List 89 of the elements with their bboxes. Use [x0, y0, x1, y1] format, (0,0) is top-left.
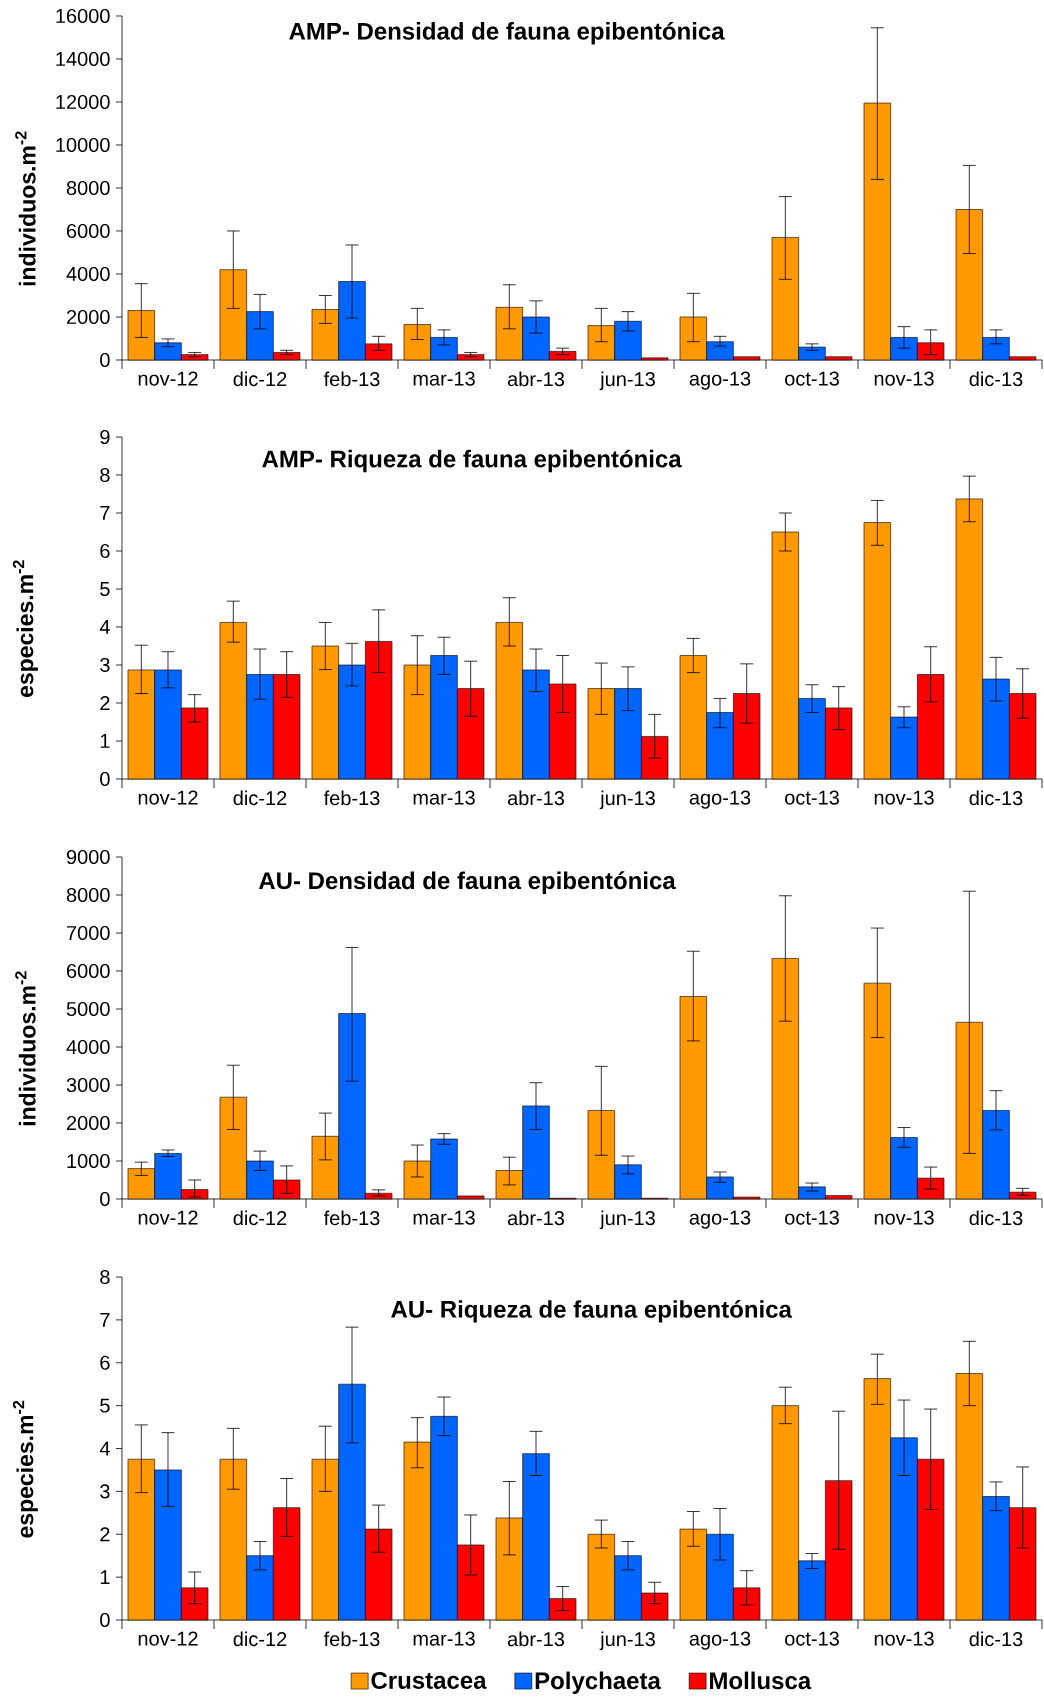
y-tick-label: 9000 [66, 849, 110, 865]
x-tick-label: abr-13 [507, 371, 565, 387]
y-tick-label: 6 [100, 543, 110, 559]
x-tick-label: feb-13 [323, 371, 380, 387]
x-tick-label: nov-13 [874, 790, 934, 805]
y-axis-title: individuos.m$^{-2}$ [15, 131, 36, 286]
y-tick-label: 8000 [66, 180, 110, 196]
y-tick-label: 0 [100, 1191, 110, 1207]
y-tick-label: 4 [99, 1441, 110, 1456]
x-tick-label: mar-13 [413, 371, 475, 386]
x-tick-label: ago-13 [689, 790, 751, 809]
y-tick-label: 3 [100, 1484, 110, 1499]
y-tick-label: 8 [100, 1269, 110, 1285]
y-tick-label: 6000 [66, 963, 110, 979]
x-tick-label: nov-12 [138, 1631, 198, 1646]
x-tick-label: nov-12 [138, 790, 198, 805]
y-tick-label: 5 [100, 1398, 110, 1413]
y-tick-label: 7000 [66, 925, 110, 941]
y-tick-label: 8000 [66, 887, 110, 903]
y-tick-label: 10000 [56, 137, 110, 153]
x-tick-label: mar-13 [413, 1210, 475, 1225]
x-tick-label: nov-12 [138, 1210, 198, 1225]
y-tick-label: 6000 [66, 223, 110, 239]
legend-label: Crustacea [371, 1671, 487, 1689]
x-tick-label: feb-13 [323, 1210, 380, 1226]
y-tick-label: 4000 [66, 1039, 110, 1055]
x-tick-label: abr-13 [507, 1631, 565, 1647]
chart-title: AMP- Densidad de fauna epibentónica [289, 21, 725, 45]
x-tick-label: jun-13 [599, 371, 655, 391]
legend-label: Mollusca [710, 1671, 812, 1690]
x-tick-label: feb-13 [323, 1631, 380, 1647]
x-tick-label: abr-13 [507, 790, 565, 806]
x-tick-label: ago-13 [689, 1631, 751, 1650]
text: AU- Riqueza de fauna epibentónica [391, 1300, 793, 1323]
y-tick-label: 16000 [56, 8, 110, 24]
x-tick-label: oct-13 [785, 790, 839, 805]
y-tick-label: 2000 [66, 1115, 110, 1131]
y-tick-label: 0 [100, 771, 110, 787]
x-tick-label: nov-12 [138, 371, 198, 386]
y-tick-label: 9 [100, 429, 110, 445]
y-tick-label: 1 [100, 1570, 110, 1584]
y-tick-label: 4 [99, 620, 110, 634]
y-tick-label: 2 [100, 696, 110, 710]
x-tick-label: dic-12 [233, 1210, 287, 1226]
chart-title: AMP- Riqueza de fauna epibentónica [262, 449, 682, 473]
x-tick-label: oct-13 [785, 1631, 839, 1646]
x-tick-label: dic-12 [233, 1631, 287, 1647]
x-tick-label: dic-13 [969, 790, 1023, 806]
y-tick-label: 1000 [67, 1153, 110, 1169]
legend-label: Polychaeta [535, 1671, 661, 1694]
y-tick-label: 0 [100, 352, 110, 368]
x-tick-label: dic-13 [969, 1210, 1023, 1226]
y-tick-label: 6 [100, 1355, 110, 1370]
x-tick-label: jun-13 [599, 1210, 655, 1230]
x-tick-label: nov-13 [874, 371, 934, 386]
y-axis-title: especies.m$^{-2}$ [12, 560, 38, 698]
x-tick-label: mar-13 [413, 790, 475, 805]
y-axis-title: especies.m$^{-2}$ [12, 1400, 38, 1538]
y-tick-label: 7 [100, 506, 110, 520]
x-tick-label: ago-13 [689, 371, 751, 390]
x-tick-label: feb-13 [323, 790, 380, 806]
y-tick-label: 3 [100, 657, 110, 673]
x-tick-label: dic-13 [969, 371, 1023, 387]
x-tick-label: jun-13 [599, 1631, 655, 1651]
y-tick-label: 3000 [66, 1077, 110, 1093]
y-tick-label: 2 [100, 1527, 110, 1542]
y-tick-label: 12000 [56, 94, 110, 110]
x-tick-label: dic-12 [233, 371, 287, 387]
y-tick-label: 7 [100, 1313, 110, 1327]
x-tick-label: dic-12 [233, 790, 287, 806]
x-tick-label: jun-13 [599, 790, 655, 810]
y-tick-label: 2000 [66, 309, 110, 325]
x-tick-label: dic-13 [969, 1631, 1023, 1647]
y-axis-title: individuos.m$^{-2}$ [15, 971, 36, 1126]
x-tick-label: oct-13 [785, 371, 839, 386]
y-tick-label: 0 [100, 1612, 110, 1628]
x-tick-label: abr-13 [507, 1210, 565, 1226]
x-tick-label: nov-13 [874, 1631, 934, 1646]
x-tick-label: oct-13 [785, 1210, 839, 1225]
y-tick-label: 5000 [66, 1001, 110, 1017]
x-tick-label: ago-13 [689, 1210, 751, 1229]
y-tick-label: 14000 [56, 51, 110, 67]
x-tick-label: mar-13 [413, 1631, 475, 1646]
y-tick-label: 5 [100, 582, 110, 596]
y-tick-label: 8 [100, 467, 110, 483]
x-tick-label: nov-13 [874, 1210, 934, 1225]
y-tick-label: 1 [100, 734, 110, 748]
y-tick-label: 4000 [66, 266, 110, 282]
text: AU- Densidad de fauna epibentónica [258, 871, 676, 894]
